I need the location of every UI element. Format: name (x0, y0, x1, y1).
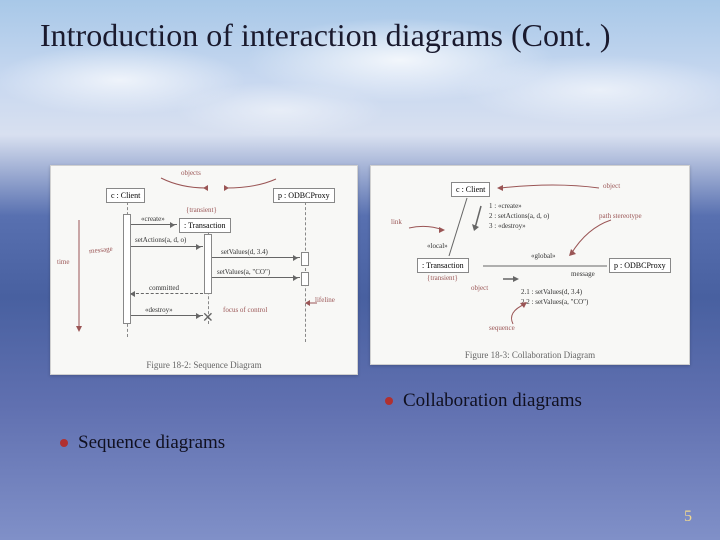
diagram-panels: objects c : Client p : ODBCProxy {transi… (50, 165, 690, 375)
arrow-create (131, 224, 177, 225)
transient-label: {transient} (186, 206, 217, 214)
collab-msg2: 2 : setActions(a, d, o) (489, 212, 549, 220)
bullet-sequence: Sequence diagrams (60, 432, 225, 454)
msg-create: «create» (141, 215, 165, 223)
sequence-curve (499, 302, 539, 326)
collab-proxy: p : ODBCProxy (609, 258, 671, 273)
collab-msg4: 2.1 : setValues(d, 3.4) (521, 288, 582, 296)
arrow-committed (131, 293, 203, 294)
sequence-caption: Figure 18-2: Sequence Diagram (51, 360, 357, 370)
arrow-setactions (131, 246, 203, 247)
message2-label: message (571, 270, 595, 278)
msg45-arrow (501, 274, 521, 284)
arrow-setvalues1 (212, 257, 300, 258)
lifeline-pointer (305, 298, 319, 308)
collab-transaction: : Transaction (417, 258, 469, 273)
msg-direction-arrow (471, 204, 485, 234)
sequence-diagram-panel: objects c : Client p : ODBCProxy {transi… (50, 165, 358, 375)
message-label: message (89, 245, 113, 255)
destroy-x-icon: ✕ (202, 310, 214, 327)
msg-committed: committed (149, 284, 179, 292)
collab-caption: Figure 18-3: Collaboration Diagram (371, 350, 689, 360)
object2-label: object (471, 284, 488, 292)
local-label: «local» (427, 242, 448, 250)
msg-destroy: «destroy» (145, 306, 173, 314)
slide-title: Introduction of interaction diagrams (Co… (40, 16, 680, 54)
transaction-object: : Transaction (179, 218, 231, 233)
bullet-dot-icon (385, 397, 393, 405)
global-label: «global» (531, 252, 556, 260)
msg-setvalues1: setValues(d, 3.4) (221, 248, 268, 256)
bullet-sequence-text: Sequence diagrams (78, 432, 225, 454)
time-arrow-icon (73, 216, 85, 336)
arrow-destroy (131, 315, 203, 316)
proxy-object: p : ODBCProxy (273, 188, 335, 203)
page-number: 5 (684, 508, 692, 526)
collab-object-curve (495, 180, 605, 194)
proxy-activation-1 (301, 252, 309, 266)
msg-setvalues2: setValues(a, "CO") (217, 268, 270, 276)
link-label: link (391, 218, 402, 226)
transaction-activation (204, 234, 212, 294)
bullet-collaboration-text: Collaboration diagrams (403, 390, 582, 412)
client-object: c : Client (106, 188, 145, 203)
collab-object-label: object (603, 182, 620, 190)
collaboration-diagram-panel: c : Client : Transaction p : ODBCProxy o… (370, 165, 690, 365)
arrow-setvalues2 (212, 277, 300, 278)
collab-msg1: 1 : «create» (489, 202, 522, 210)
transient2-label: {transient} (427, 274, 458, 282)
collab-msg3: 3 : «destroy» (489, 222, 526, 230)
transaction-proxy-link (481, 262, 609, 270)
link-pointer (407, 222, 447, 236)
bullet-dot-icon (60, 439, 68, 447)
proxy-activation-2 (301, 272, 309, 286)
path-stereotype-curve (567, 218, 617, 258)
collab-client: c : Client (451, 182, 490, 197)
bullet-collaboration: Collaboration diagrams (385, 390, 582, 412)
time-label: time (57, 258, 69, 266)
client-activation (123, 214, 131, 324)
msg-setactions: setActions(a, d, o) (135, 236, 186, 244)
objects-curve (151, 174, 281, 192)
focus-label: focus of control (223, 306, 267, 314)
